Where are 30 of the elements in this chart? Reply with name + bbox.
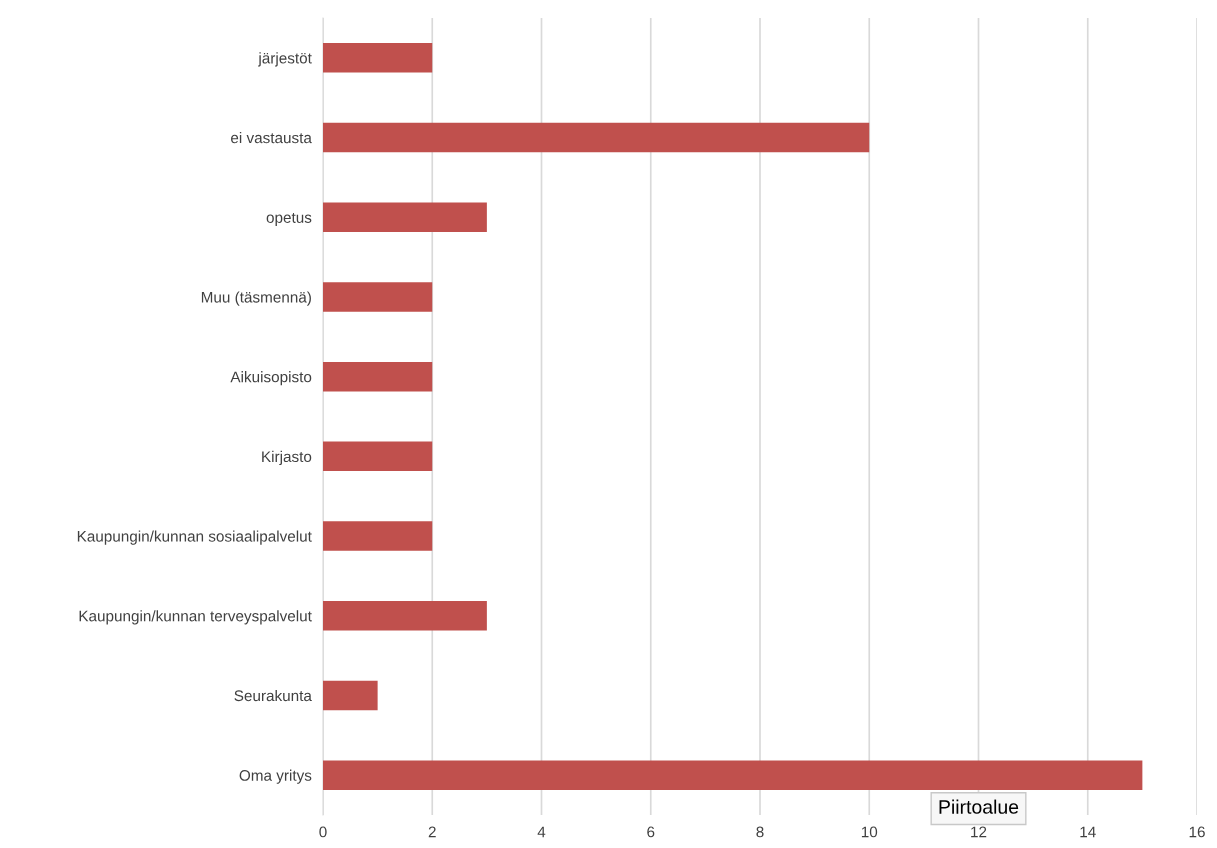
bar — [323, 680, 378, 711]
y-tick-label: Aikuisopisto — [230, 371, 312, 386]
x-tick-label: 8 — [756, 826, 764, 838]
y-tick-label: Muu (täsmennä) — [201, 291, 311, 306]
y-tick-label: opetus — [266, 212, 312, 226]
y-tick-label: Kirjasto — [262, 450, 312, 466]
y-tick-label: Oma yritys — [239, 769, 312, 784]
bar — [323, 282, 433, 312]
x-tick-label: 2 — [428, 826, 436, 838]
y-tick-label: ei vastausta — [231, 132, 312, 144]
y-tick-label: Seurakunta — [234, 689, 312, 702]
bar — [323, 122, 870, 153]
x-tick-label: 14 — [1080, 826, 1096, 838]
bar — [323, 202, 487, 232]
bar — [323, 361, 433, 392]
bar — [323, 43, 433, 73]
y-tick-label: Kaupungin/kunnan terveyspalvelut — [79, 610, 312, 625]
annotation: Piirtoalue — [939, 799, 1019, 814]
x-tick-label: 4 — [537, 826, 546, 838]
x-tick-label: 6 — [647, 826, 655, 838]
bar — [323, 441, 433, 472]
x-tick-label: 0 — [319, 826, 327, 838]
x-tick-label: 10 — [861, 826, 878, 838]
bar — [323, 521, 433, 551]
y-tick-label: Kaupungin/kunnan sosiaalipalvelut — [77, 530, 312, 545]
x-tick-label: 16 — [1189, 826, 1205, 838]
y-tick-label: järjestöt — [258, 52, 312, 67]
bar — [323, 760, 1143, 790]
x-tick-label: 12 — [971, 826, 987, 838]
bar — [323, 601, 487, 631]
